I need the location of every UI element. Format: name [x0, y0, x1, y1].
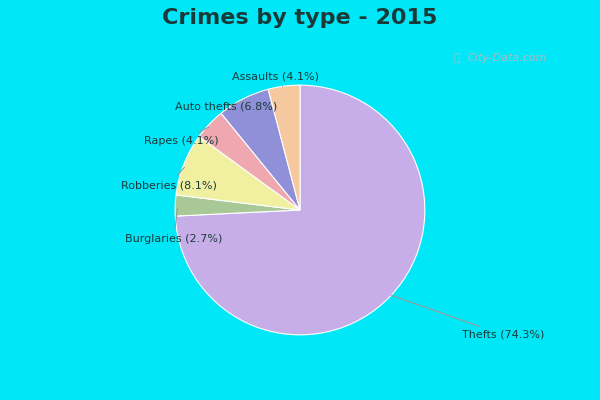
- Text: Rapes (4.1%): Rapes (4.1%): [144, 127, 218, 146]
- Wedge shape: [221, 89, 300, 210]
- Text: ⓘ: ⓘ: [453, 53, 460, 63]
- Text: Assaults (4.1%): Assaults (4.1%): [232, 72, 319, 86]
- Wedge shape: [199, 113, 300, 210]
- Text: Thefts (74.3%): Thefts (74.3%): [391, 295, 545, 340]
- Wedge shape: [268, 85, 300, 210]
- Text: City-Data.com: City-Data.com: [468, 53, 548, 63]
- Wedge shape: [175, 85, 425, 335]
- Wedge shape: [176, 136, 300, 210]
- Text: Burglaries (2.7%): Burglaries (2.7%): [125, 208, 223, 244]
- Text: Robberies (8.1%): Robberies (8.1%): [121, 167, 217, 190]
- Text: Crimes by type - 2015: Crimes by type - 2015: [163, 8, 437, 28]
- Text: Auto thefts (6.8%): Auto thefts (6.8%): [175, 101, 277, 111]
- Wedge shape: [175, 195, 300, 216]
